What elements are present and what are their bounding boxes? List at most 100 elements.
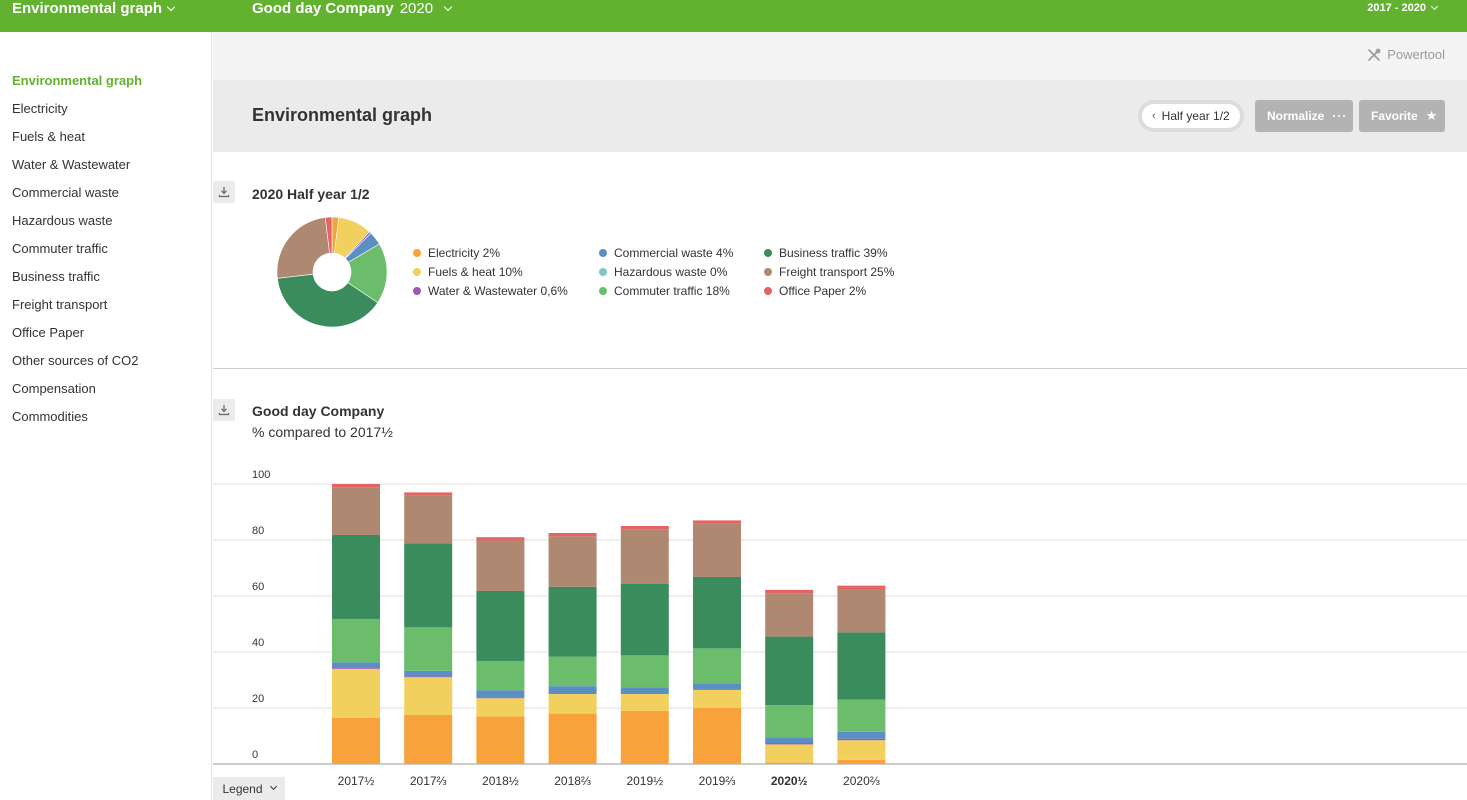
bar-segment-commuter[interactable] xyxy=(765,705,814,738)
bar-segment-water[interactable] xyxy=(404,676,453,678)
bar-segment-electricity[interactable] xyxy=(404,715,453,764)
bar-segment-business[interactable] xyxy=(693,576,741,649)
period-button[interactable]: ‹ Half year 1/2 xyxy=(1142,104,1240,128)
download-bar-button[interactable] xyxy=(213,399,235,421)
bar-segment-fuels[interactable] xyxy=(404,677,453,715)
bar-segment-business[interactable] xyxy=(476,590,525,661)
sidebar-list: Environmental graph Electricity Fuels & … xyxy=(12,72,142,436)
bar-segment-fuels[interactable] xyxy=(548,694,597,714)
legend-label: Fuels & heat 10% xyxy=(428,265,523,279)
bar-segment-electricity[interactable] xyxy=(332,717,380,764)
bar-segment-paper[interactable] xyxy=(620,526,669,530)
bar-segment-water[interactable] xyxy=(620,693,669,694)
powertool-button[interactable]: Powertool xyxy=(1367,47,1445,62)
bar-segment-water[interactable] xyxy=(332,667,380,669)
bar-segment-commuter[interactable] xyxy=(837,699,886,732)
bar-segment-paper[interactable] xyxy=(476,537,525,541)
bar-segment-commercial[interactable] xyxy=(620,687,669,694)
download-pie-button[interactable] xyxy=(213,181,235,203)
app-switcher[interactable]: Environmental graph xyxy=(12,0,176,32)
normalize-button[interactable]: Normalize ··· xyxy=(1255,100,1353,132)
sidebar-item-office-paper[interactable]: Office Paper xyxy=(12,325,85,340)
sidebar-item-environmental-graph[interactable]: Environmental graph xyxy=(12,73,143,88)
bar-segment-commuter[interactable] xyxy=(693,648,741,684)
sidebar-item-business-traffic[interactable]: Business traffic xyxy=(12,269,100,284)
bar-segment-electricity[interactable] xyxy=(548,713,597,764)
bar-segment-freight[interactable] xyxy=(476,540,525,591)
bar-segment-paper[interactable] xyxy=(765,589,814,594)
bar-segment-business[interactable] xyxy=(837,632,886,700)
bar-segment-commuter[interactable] xyxy=(548,656,597,687)
sidebar-item-other-sources-co2[interactable]: Other sources of CO2 xyxy=(12,353,139,368)
bar-segment-commuter[interactable] xyxy=(476,660,525,691)
bar-segment-paper[interactable] xyxy=(404,492,453,496)
bar-segment-commercial[interactable] xyxy=(548,686,597,694)
bar-segment-commercial[interactable] xyxy=(837,731,886,739)
bar-segment-freight[interactable] xyxy=(837,589,886,633)
bar-segment-fuels[interactable] xyxy=(837,740,886,760)
legend-label: Commercial waste 4% xyxy=(614,246,734,260)
legend-label: Business traffic 39% xyxy=(779,246,888,260)
bar-segment-water[interactable] xyxy=(476,697,525,699)
bar-segment-freight[interactable] xyxy=(332,487,380,535)
bar-segment-fuels[interactable] xyxy=(765,744,814,763)
company-selector[interactable]: Good day Company 2020 xyxy=(252,0,453,18)
bar-segment-water[interactable] xyxy=(693,688,741,690)
bar-segment-freight[interactable] xyxy=(765,593,814,637)
bar-segment-commercial[interactable] xyxy=(693,683,741,689)
bar-segment-electricity[interactable] xyxy=(620,710,669,764)
bar-segment-electricity[interactable] xyxy=(476,716,525,764)
bar-segment-commuter[interactable] xyxy=(620,655,669,688)
sidebar-item-commodities[interactable]: Commodities xyxy=(12,409,88,424)
sidebar-item-compensation[interactable]: Compensation xyxy=(12,381,96,396)
bar-segment-commercial[interactable] xyxy=(404,670,453,677)
bar-segment-business[interactable] xyxy=(548,586,597,657)
bar-segment-commuter[interactable] xyxy=(332,618,380,663)
bar-segment-water[interactable] xyxy=(765,743,814,745)
bar-segment-business[interactable] xyxy=(404,543,453,628)
bar-segment-fuels[interactable] xyxy=(620,694,669,711)
bar-segment-commuter[interactable] xyxy=(404,627,453,671)
pie-slice-business[interactable] xyxy=(277,273,379,328)
bar-segment-business[interactable] xyxy=(765,636,814,706)
range-selector[interactable]: 2017 - 2020 xyxy=(1367,0,1439,16)
bar-segment-freight[interactable] xyxy=(404,495,453,544)
range-value: 2017 - 2020 xyxy=(1367,2,1426,14)
bar-segment-paper[interactable] xyxy=(693,520,741,524)
bar-segment-freight[interactable] xyxy=(693,523,741,577)
sidebar-item-freight-transport[interactable]: Freight transport xyxy=(12,297,108,312)
sidebar-item-commercial-waste[interactable]: Commercial waste xyxy=(12,185,119,200)
favorite-button[interactable]: Favorite ★ xyxy=(1359,100,1445,132)
pie-slice-paper[interactable] xyxy=(324,216,333,254)
sidebar-item-fuels-heat[interactable]: Fuels & heat xyxy=(12,129,85,144)
bar-segment-business[interactable] xyxy=(332,534,380,619)
bar-segment-water[interactable] xyxy=(837,738,886,741)
bar-segment-electricity[interactable] xyxy=(765,762,814,764)
pie-title: 2020 Half year 1/2 xyxy=(252,186,370,202)
bar-segment-commercial[interactable] xyxy=(765,737,814,743)
legend-toggle-button[interactable]: Legend xyxy=(213,777,285,800)
sidebar-item-commuter-traffic[interactable]: Commuter traffic xyxy=(12,241,108,256)
bar-segment-electricity[interactable] xyxy=(837,759,886,764)
bar-segment-freight[interactable] xyxy=(548,536,597,587)
pie-slice-commuter[interactable] xyxy=(347,243,388,304)
bar-segment-business[interactable] xyxy=(620,583,669,656)
sidebar-item-hazardous-waste[interactable]: Hazardous waste xyxy=(12,213,113,228)
bar-segment-paper[interactable] xyxy=(548,533,597,537)
bar-segment-freight[interactable] xyxy=(620,529,669,584)
bar-segment-electricity[interactable] xyxy=(693,708,741,764)
bar-segment-paper[interactable] xyxy=(837,585,886,589)
bar-segment-water[interactable] xyxy=(548,693,597,694)
legend-item-business: Business traffic 39% xyxy=(764,246,888,260)
pie-slice-freight[interactable] xyxy=(276,217,330,279)
bar-segment-paper[interactable] xyxy=(332,484,380,488)
powertool-label: Powertool xyxy=(1387,47,1445,62)
bar-segment-commercial[interactable] xyxy=(476,690,525,698)
bar-segment-fuels[interactable] xyxy=(476,698,525,717)
download-icon xyxy=(218,405,230,416)
sidebar-item-electricity[interactable]: Electricity xyxy=(12,101,68,116)
bar-segment-fuels[interactable] xyxy=(693,689,741,708)
bar-segment-fuels[interactable] xyxy=(332,668,380,718)
sidebar-item-water-wastewater[interactable]: Water & Wastewater xyxy=(12,157,131,172)
bar-segment-commercial[interactable] xyxy=(332,662,380,668)
